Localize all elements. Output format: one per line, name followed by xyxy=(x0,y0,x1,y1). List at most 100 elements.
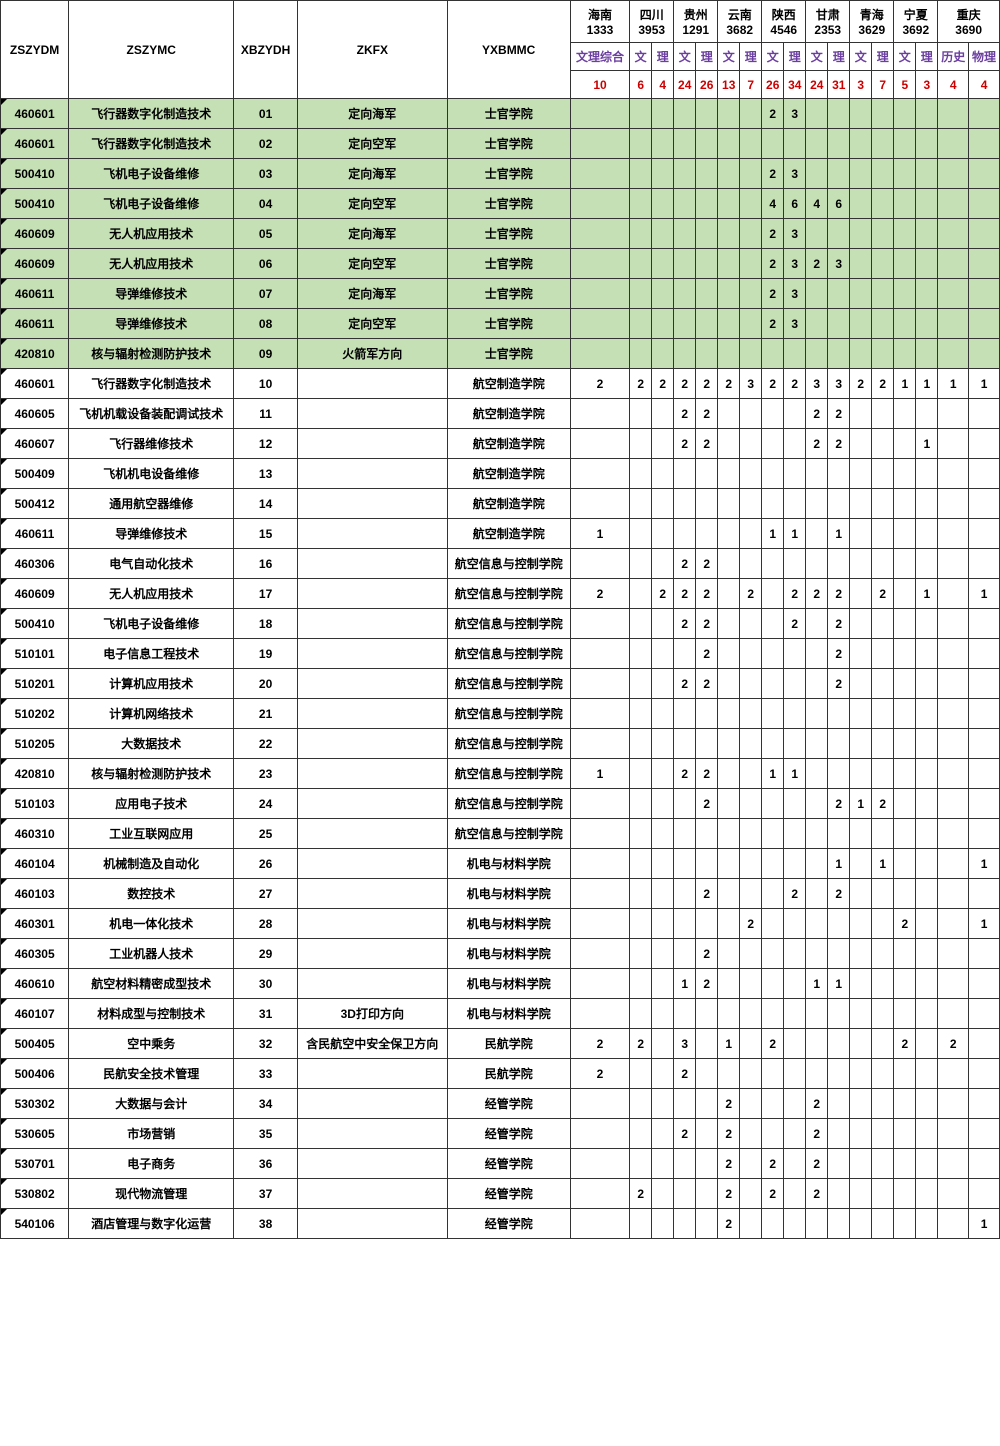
cell: 士官学院 xyxy=(447,159,570,189)
cell: 2 xyxy=(828,789,850,819)
cell xyxy=(828,1089,850,1119)
cell: 510205 xyxy=(1,729,69,759)
cell xyxy=(969,489,1000,519)
cell xyxy=(916,849,938,879)
cell xyxy=(740,1089,762,1119)
table-row: 460601飞行器数字化制造技术10航空制造学院2222223223322111… xyxy=(1,369,1000,399)
cell: 28 xyxy=(234,909,298,939)
cell: 2 xyxy=(762,219,784,249)
cell: 2 xyxy=(762,1029,784,1059)
cell xyxy=(762,849,784,879)
cell: 06 xyxy=(234,249,298,279)
cell xyxy=(894,1119,916,1149)
province-header: 海南1333 xyxy=(570,1,629,43)
cell xyxy=(674,1149,696,1179)
cell xyxy=(916,279,938,309)
cell xyxy=(969,789,1000,819)
cell xyxy=(828,159,850,189)
cell xyxy=(850,909,872,939)
cell: 500410 xyxy=(1,159,69,189)
total-header: 3 xyxy=(850,71,872,99)
cell xyxy=(894,729,916,759)
cell: 2 xyxy=(850,369,872,399)
table-row: 460306电气自动化技术16航空信息与控制学院22 xyxy=(1,549,1000,579)
cell xyxy=(630,339,652,369)
cell xyxy=(828,759,850,789)
cell xyxy=(740,99,762,129)
table-row: 510205大数据技术22航空信息与控制学院 xyxy=(1,729,1000,759)
total-header: 24 xyxy=(674,71,696,99)
cell xyxy=(938,309,969,339)
cell xyxy=(740,849,762,879)
cell: 6 xyxy=(784,189,806,219)
cell xyxy=(740,279,762,309)
cell xyxy=(696,489,718,519)
cell xyxy=(784,969,806,999)
cell: 2 xyxy=(718,1089,740,1119)
cell xyxy=(784,1059,806,1089)
cell xyxy=(696,1209,718,1239)
cell: 飞机电子设备维修 xyxy=(69,609,234,639)
cell xyxy=(740,939,762,969)
cell: 1 xyxy=(828,969,850,999)
cell xyxy=(630,909,652,939)
cell: 07 xyxy=(234,279,298,309)
cell xyxy=(652,729,674,759)
cell xyxy=(696,849,718,879)
cell: 500410 xyxy=(1,189,69,219)
cell xyxy=(570,819,629,849)
cell xyxy=(916,789,938,819)
cell xyxy=(298,819,448,849)
cell xyxy=(696,189,718,219)
cell xyxy=(298,699,448,729)
cell xyxy=(872,609,894,639)
cell xyxy=(850,249,872,279)
cell xyxy=(674,819,696,849)
cell xyxy=(696,909,718,939)
cell: 30 xyxy=(234,969,298,999)
cell xyxy=(762,939,784,969)
cell xyxy=(630,189,652,219)
cell: 2 xyxy=(762,159,784,189)
table-row: 460601飞行器数字化制造技术02定向空军士官学院 xyxy=(1,129,1000,159)
cell xyxy=(850,579,872,609)
cell: 2 xyxy=(696,669,718,699)
cell: 计算机应用技术 xyxy=(69,669,234,699)
cell xyxy=(630,129,652,159)
cell xyxy=(894,129,916,159)
cell: 17 xyxy=(234,579,298,609)
cell xyxy=(938,969,969,999)
cell xyxy=(718,879,740,909)
cell xyxy=(570,789,629,819)
cell xyxy=(894,219,916,249)
cell xyxy=(674,99,696,129)
cell xyxy=(894,429,916,459)
cell: 航空信息与控制学院 xyxy=(447,729,570,759)
cell xyxy=(762,1089,784,1119)
total-header: 5 xyxy=(894,71,916,99)
cell xyxy=(850,1119,872,1149)
cell xyxy=(872,669,894,699)
cell: 航空材料精密成型技术 xyxy=(69,969,234,999)
cell xyxy=(696,519,718,549)
cell xyxy=(969,399,1000,429)
cell xyxy=(630,489,652,519)
table-row: 530701电子商务36经管学院222 xyxy=(1,1149,1000,1179)
cell: 民航学院 xyxy=(447,1029,570,1059)
cell xyxy=(806,729,828,759)
cell: 航空信息与控制学院 xyxy=(447,789,570,819)
cell: 2 xyxy=(872,789,894,819)
table-row: 460611导弹维修技术08定向空军士官学院23 xyxy=(1,309,1000,339)
cell xyxy=(298,519,448,549)
cell: 士官学院 xyxy=(447,189,570,219)
cell: 2 xyxy=(828,399,850,429)
cell xyxy=(652,309,674,339)
cell: 2 xyxy=(762,369,784,399)
cell: 1 xyxy=(762,759,784,789)
cell xyxy=(828,1209,850,1239)
cell xyxy=(740,1059,762,1089)
cell: 460107 xyxy=(1,999,69,1029)
cell xyxy=(872,459,894,489)
cell: 460611 xyxy=(1,279,69,309)
cell: 定向空军 xyxy=(298,249,448,279)
